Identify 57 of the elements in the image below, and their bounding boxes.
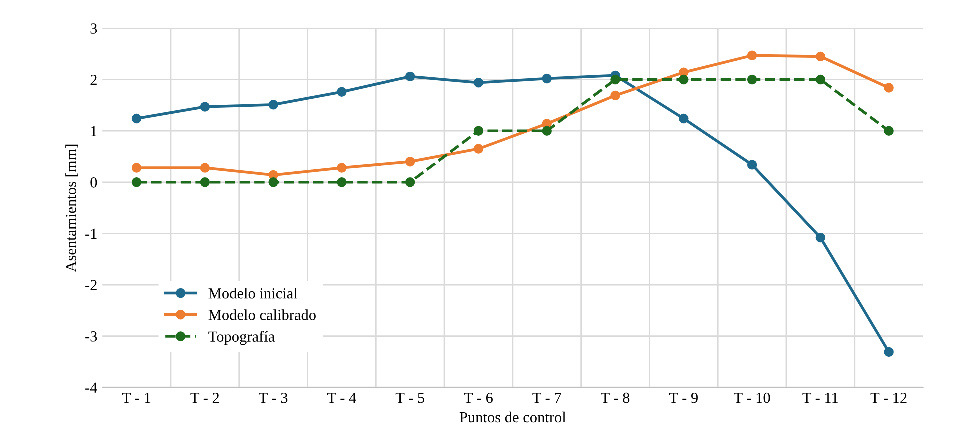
y-tick-label: -3	[86, 332, 98, 342]
point	[747, 50, 758, 61]
legend-label: Modelo inicial	[208, 288, 298, 299]
x-tick-label: T - 6	[464, 392, 493, 404]
y-tick-label: 0	[90, 178, 98, 188]
y-tick-label: -1	[86, 228, 97, 240]
x-tick-label: T - 2	[190, 392, 220, 404]
point	[200, 102, 210, 112]
point	[474, 144, 484, 154]
y-tick-label: 2	[90, 74, 97, 86]
point	[816, 52, 826, 62]
point	[337, 87, 347, 97]
x-tick-label: T - 8	[601, 392, 630, 404]
point	[268, 178, 278, 188]
point	[610, 74, 620, 85]
point	[132, 178, 142, 188]
point	[474, 78, 484, 88]
y-tick-label: 1	[91, 126, 97, 136]
point	[405, 72, 416, 82]
point	[747, 74, 758, 85]
legend-label: Topografía	[208, 331, 275, 346]
y-tick-label: -4	[86, 382, 98, 393]
point	[132, 163, 142, 173]
point	[337, 178, 347, 188]
point	[679, 74, 689, 85]
point	[884, 347, 894, 358]
point	[747, 160, 758, 170]
point	[474, 126, 484, 136]
legend-label: Modelo calibrado	[208, 310, 316, 320]
point	[816, 74, 826, 85]
y-axis-title: Asentamientos [mm]	[66, 144, 78, 272]
x-tick-label: T - 9	[669, 392, 698, 404]
point	[337, 163, 347, 173]
point	[200, 178, 210, 188]
point	[884, 126, 894, 136]
point	[610, 90, 620, 101]
x-tick-label: T - 12	[870, 392, 907, 404]
x-tick-label: T - 10	[734, 392, 770, 404]
y-tick-label: 3	[90, 24, 98, 34]
x-tick-label: T - 7	[532, 393, 562, 404]
x-axis-title: Puntos de control	[460, 412, 566, 423]
point	[884, 83, 894, 93]
point	[405, 178, 416, 188]
x-tick-label: T - 11	[802, 393, 838, 404]
point	[200, 163, 210, 173]
point	[405, 157, 416, 167]
x-tick-label: T - 5	[396, 393, 424, 404]
point	[268, 100, 278, 110]
x-tick-label: T - 1	[122, 393, 151, 404]
point	[816, 232, 826, 243]
x-tick-label: T - 3	[259, 392, 288, 404]
point	[542, 126, 552, 136]
x-tick-label: T - 4	[328, 393, 356, 404]
point	[679, 114, 689, 124]
point	[132, 114, 142, 124]
point	[542, 74, 552, 84]
y-tick-label: -2	[86, 280, 97, 290]
